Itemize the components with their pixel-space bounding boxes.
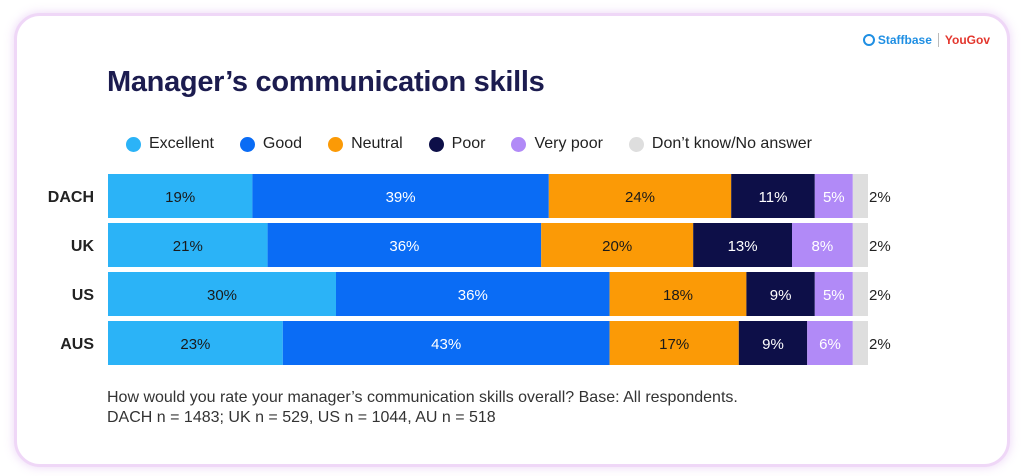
category-label-uk: UK [71,238,95,255]
category-label-dach: DACH [48,189,94,206]
bar-us-neutral [609,272,747,316]
bar-aus-poor [738,321,808,365]
legend-item-neutral: Neutral [328,135,403,153]
legend-swatch [328,136,344,152]
legend-label: Very poor [534,135,603,152]
bar-dach-neutral [548,174,732,218]
chart-title: Manager’s communication skills [107,66,545,98]
logo-separator [937,33,939,47]
data-label-uk-excellent: 21% [173,238,203,255]
data-label-us-don-t-know-no-answer: 2% [869,287,891,304]
legend-label: Excellent [149,135,214,152]
bar-us-excellent [108,272,336,316]
data-label-us-excellent: 30% [207,287,237,304]
legend-item-don-t-know-no-answer: Don’t know/No answer [628,135,812,153]
bar-uk-poor [693,223,792,267]
data-label-uk-poor: 13% [728,238,758,255]
brand-logos: Staffbase YouGov [862,33,990,47]
bar-dach-excellent [108,174,253,218]
bar-uk-neutral [541,223,694,267]
bar-us-good [336,272,610,316]
chart-legend: Excellent Good Neutral Poor Very poor Don’t k… [126,135,812,153]
data-label-dach-excellent: 19% [165,189,195,206]
footnote-line-1: How would you rate your manager’s commun… [107,389,738,406]
data-label-us-good: 36% [458,287,488,304]
bar-aus-good [282,321,610,365]
footnote: How would you rate your manager’s commun… [107,388,738,428]
bar-uk-good [267,223,542,267]
legend-swatch [511,136,527,152]
data-label-dach-good: 39% [386,189,416,206]
data-label-aus-poor: 9% [762,336,784,353]
data-label-uk-very-poor: 8% [812,238,834,255]
legend-swatch [628,136,644,152]
category-label-aus: AUS [60,336,94,353]
bar-dach-poor [731,174,815,218]
data-label-aus-neutral: 17% [659,336,689,353]
data-label-us-very-poor: 5% [823,287,845,304]
staffbase-logo: Staffbase [862,33,932,47]
legend-label: Poor [451,135,486,152]
data-label-aus-very-poor: 6% [819,336,841,353]
bar-dach-good [252,174,549,218]
legend-label: Don’t know/No answer [651,135,812,152]
data-label-aus-don-t-know-no-answer: 2% [869,336,891,353]
legend-item-excellent: Excellent [126,135,214,153]
legend-swatch [428,136,444,152]
staffbase-icon [862,34,875,46]
bar-us-don-t-know-no-answer [852,272,868,316]
legend-item-very-poor: Very poor [511,135,603,153]
staffbase-label: Staffbase [877,33,932,47]
bar-aus-very-poor [807,321,853,365]
legend-item-poor: Poor [428,135,486,153]
bar-aus-don-t-know-no-answer [852,321,868,365]
data-label-uk-don-t-know-no-answer: 2% [869,238,891,255]
bar-aus-excellent [108,321,283,365]
data-label-aus-excellent: 23% [180,336,210,353]
data-label-us-neutral: 18% [663,287,693,304]
data-label-aus-good: 43% [431,336,461,353]
data-label-dach-don-t-know-no-answer: 2% [869,189,891,206]
data-label-dach-poor: 11% [759,189,788,206]
bar-us-very-poor [814,272,853,316]
bar-us-poor [746,272,815,316]
bar-dach-very-poor [814,174,853,218]
bar-dach-don-t-know-no-answer [852,174,868,218]
data-label-dach-very-poor: 5% [823,189,845,206]
bar-uk-excellent [108,223,268,267]
legend-swatch [239,136,255,152]
legend-label: Good [262,135,303,152]
bar-uk-don-t-know-no-answer [852,223,868,267]
bar-aus-neutral [609,321,739,365]
data-label-uk-neutral: 20% [602,238,632,255]
footnote-line-2: DACH n = 1483; UK n = 529, US n = 1044, … [107,409,496,426]
legend-label: Neutral [351,135,403,152]
data-label-uk-good: 36% [389,238,419,255]
legend-swatch [126,136,141,152]
bar-uk-very-poor [792,223,853,267]
legend-item-good: Good [239,135,303,153]
data-label-dach-neutral: 24% [625,189,655,206]
data-label-us-poor: 9% [770,287,792,304]
category-label-us: US [72,287,95,304]
yougov-logo: YouGov [944,33,990,47]
